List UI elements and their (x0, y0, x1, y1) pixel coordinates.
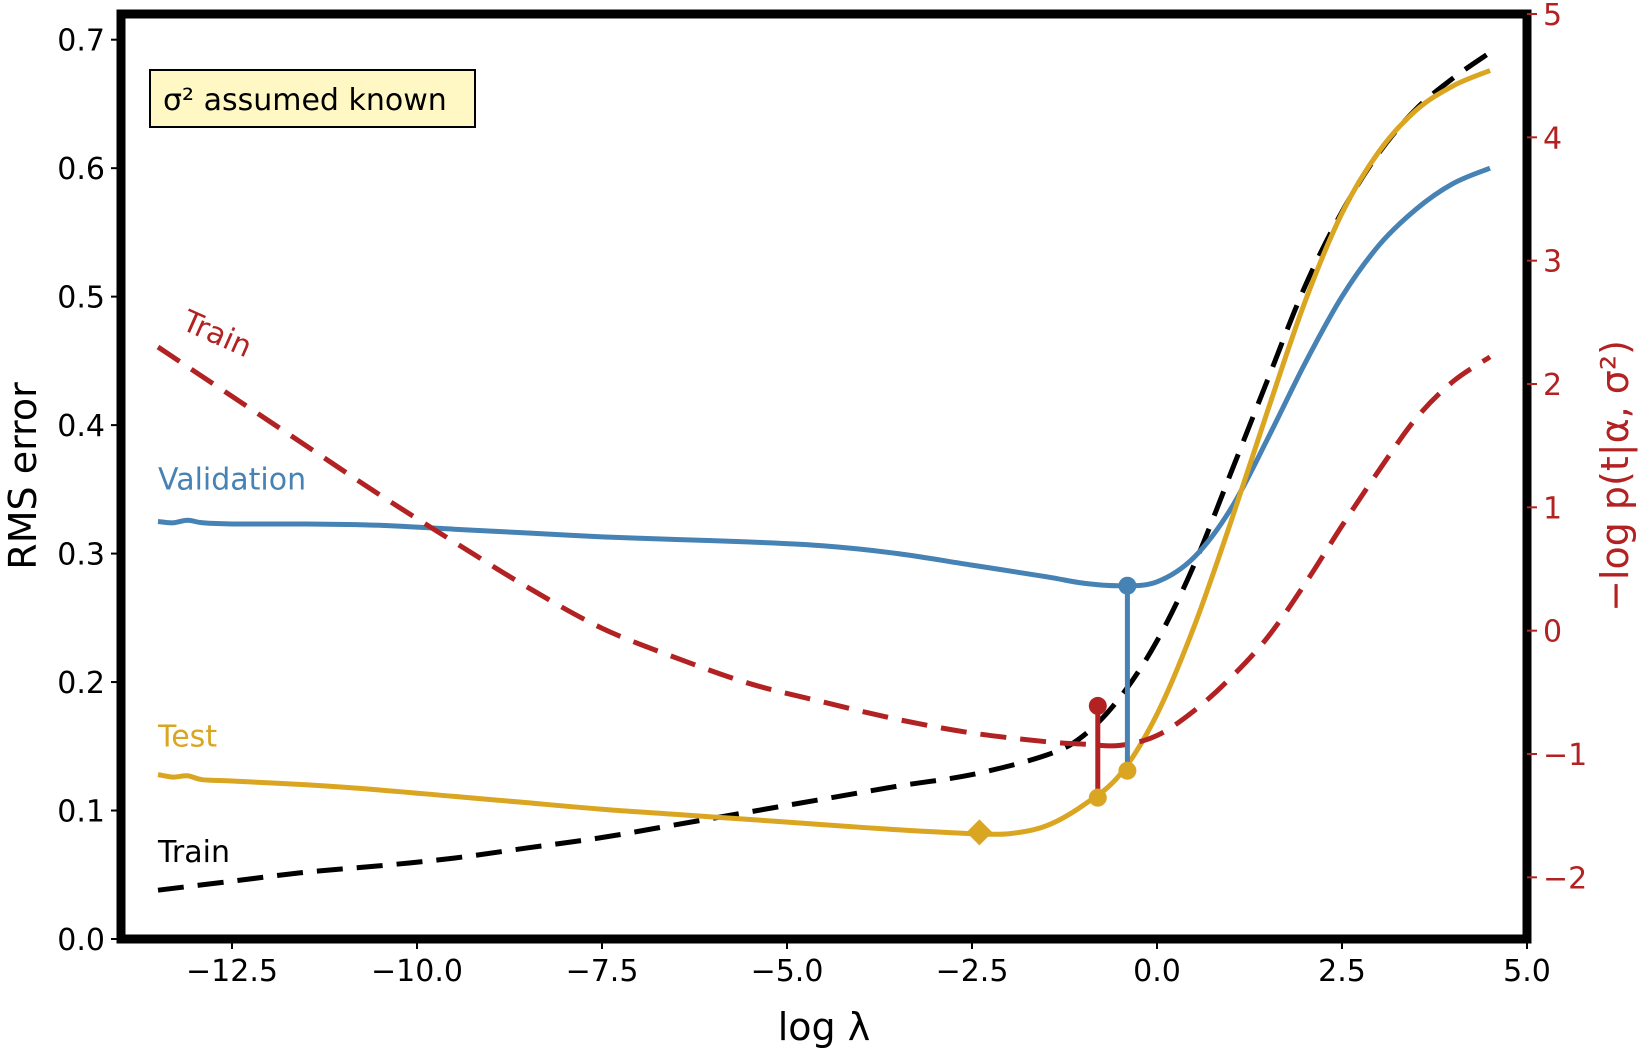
y-tick-label: 0.3 (57, 538, 105, 573)
x-tick-label: −12.5 (186, 954, 278, 989)
marker-diamond-test-4 (966, 819, 993, 846)
series-label-validation-left: Validation (158, 462, 306, 497)
y-tick-label: 0.4 (57, 409, 105, 444)
x-tick-label: −7.5 (566, 954, 639, 989)
series-label-test-left: Test (157, 719, 217, 754)
y-tick-label: 0.5 (57, 281, 105, 316)
y-right-tick-label: 0 (1543, 615, 1562, 650)
y-right-tick-label: 2 (1543, 368, 1562, 403)
x-tick-label: −10.0 (371, 954, 463, 989)
x-axis-label: log λ (778, 1005, 871, 1049)
x-tick-label: −2.5 (936, 954, 1009, 989)
y-tick-label: 0.2 (57, 666, 105, 701)
y-tick-label: 0.0 (57, 923, 105, 958)
series-line-train-left (157, 50, 1492, 893)
marker-circle-train-5 (1088, 696, 1107, 715)
y-right-tick-label: 4 (1543, 121, 1562, 156)
y-tick-label: 0.6 (57, 152, 105, 187)
annotation-background (149, 69, 476, 128)
x-tick-label: 5.0 (1503, 954, 1551, 989)
marker-layer (966, 576, 1137, 846)
marker-circle-test-2 (1118, 761, 1137, 780)
series-layer (156, 50, 1492, 893)
y-right-tick-label: 1 (1543, 491, 1562, 526)
y-right-tick-label: −2 (1543, 861, 1587, 896)
y-right-tick-label: 5 (1543, 0, 1562, 33)
series-label-train-right: Train (176, 303, 257, 365)
y-right-tick-label: −1 (1543, 738, 1587, 773)
x-tick-label: −5.0 (751, 954, 824, 989)
y-right-tick-label: 3 (1543, 245, 1562, 280)
y-axis-label-right: −log p(t|α, σ²) (1593, 340, 1638, 612)
series-line-test-left (157, 68, 1491, 837)
x-tick-label: 0.0 (1133, 954, 1181, 989)
y-tick-label: 0.7 (57, 24, 105, 59)
series-line-train-right (156, 344, 1492, 749)
y-tick-label: 0.1 (57, 795, 105, 830)
series-line-validation-left (157, 165, 1491, 589)
plot-frame (116, 9, 1532, 944)
marker-circle-validation-1 (1118, 576, 1137, 595)
tick-layer: −12.5 −10.0 −7.5 −5.0 −2.5 0.0 2.5 5.0 0.0 0.1 0.2… (57, 0, 1587, 989)
series-label-train-left: Train (157, 835, 230, 870)
y-axis-label: RMS error (1, 382, 45, 570)
marker-circle-test-3 (1088, 788, 1107, 807)
annotation-box: σ² assumed known (149, 69, 476, 128)
annotation-text: σ² assumed known (163, 83, 447, 118)
x-tick-label: 2.5 (1318, 954, 1366, 989)
